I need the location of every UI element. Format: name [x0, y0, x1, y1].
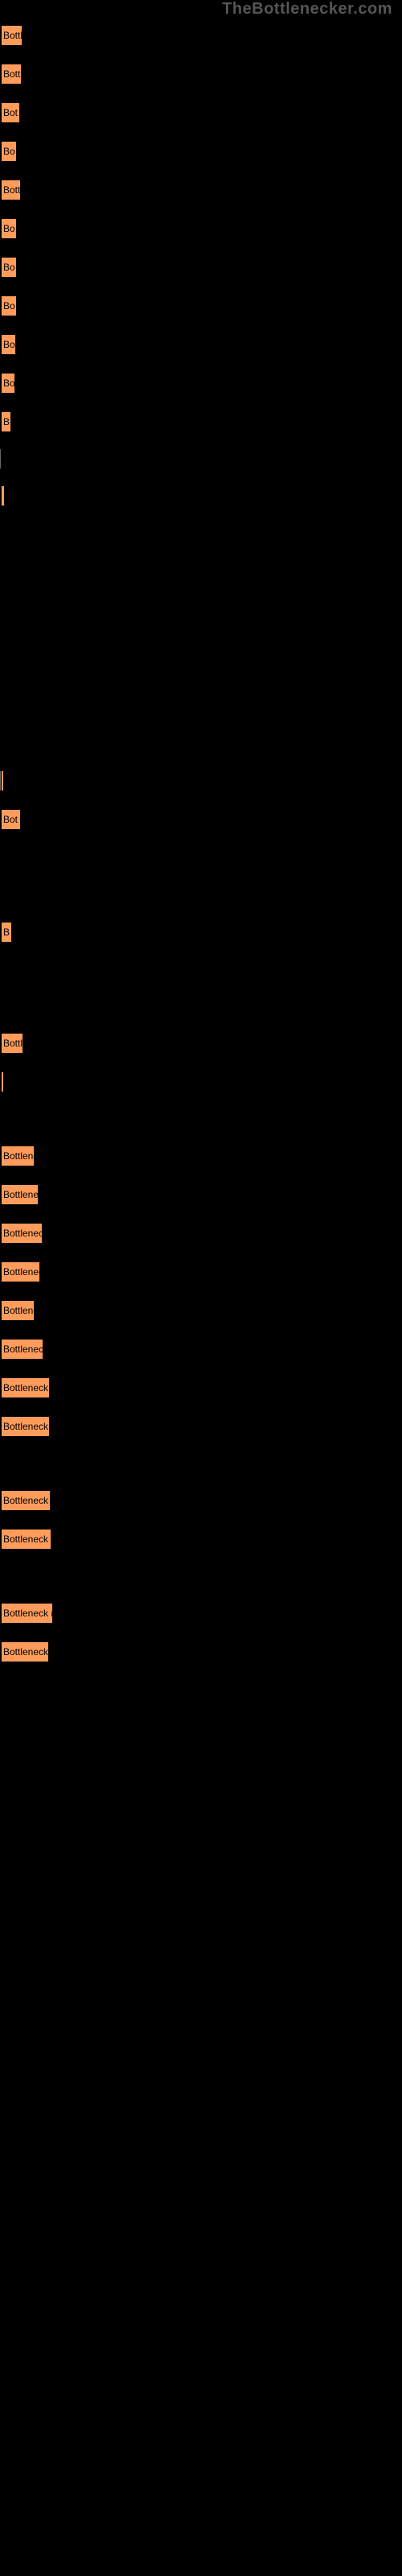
bar-0: Bottl: [0, 24, 23, 47]
bar-23: Bottleneck res: [0, 1377, 51, 1399]
bar-11: [0, 485, 6, 507]
bar-8: Bo: [0, 333, 17, 356]
bar-16: [0, 1071, 5, 1093]
bar-6: Bo: [0, 256, 18, 279]
bar-4: Bott: [0, 179, 22, 201]
bar-9: Bo: [0, 372, 16, 394]
bar-26: Bottleneck resu: [0, 1528, 52, 1550]
bar-24: Bottleneck res: [0, 1415, 51, 1438]
bar-15: Bottl: [0, 1032, 24, 1055]
bar-10: B: [0, 411, 12, 433]
axis-tick-0: [0, 449, 1, 469]
bar-22: Bottleneck r: [0, 1338, 44, 1360]
axis-tick-1: [0, 771, 1, 791]
bar-13: Bot: [0, 808, 22, 831]
bar-1: Bottl: [0, 63, 23, 85]
bar-5: Bo: [0, 217, 18, 240]
bar-chart: Bottl Bottl Bot Bo Bott Bo Bo Bo Bo Bo B Bot B Bottl B…: [0, 0, 402, 2576]
bar-25: Bottleneck res: [0, 1489, 51, 1512]
bar-27: Bottleneck resu: [0, 1602, 54, 1624]
bar-20: Bottleneck: [0, 1261, 41, 1283]
bar-14: B: [0, 921, 13, 943]
bar-2: Bot: [0, 101, 21, 124]
bar-21: Bottlene: [0, 1299, 35, 1322]
bar-28: Bottleneck re: [0, 1641, 50, 1663]
bar-18: Bottleneck: [0, 1183, 39, 1206]
bar-7: Bo: [0, 295, 18, 317]
bar-19: Bottleneck r: [0, 1222, 43, 1245]
bar-3: Bo: [0, 140, 18, 163]
bar-17: Bottlene: [0, 1145, 35, 1167]
